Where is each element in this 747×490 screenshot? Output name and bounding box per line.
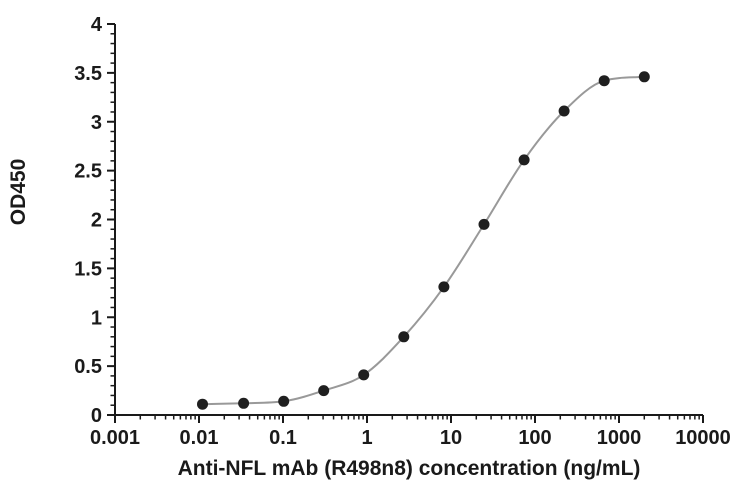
- x-axis-label: Anti-NFL mAb (R498n8) concentration (ng/…: [178, 457, 641, 480]
- x-tick-label: 10: [440, 427, 462, 449]
- x-tick-label: 100: [518, 427, 551, 449]
- x-tick-label: 1000: [597, 427, 642, 449]
- y-tick-label: 1: [91, 307, 102, 329]
- data-point-marker: [238, 397, 250, 409]
- y-tick-label: 2.5: [74, 161, 102, 183]
- y-tick-label: 0: [91, 405, 102, 427]
- y-tick-label: 4: [91, 14, 103, 36]
- dose-response-curve: [201, 75, 646, 406]
- axis-tick-labels: 0 0.5 1 1.5 2 2.5 3 3.5 4 0.001 0.01 0.1 1 10 100 1000 1…: [74, 14, 731, 449]
- y-tick-label: 1.5: [74, 258, 102, 280]
- y-tick-label: 2: [91, 210, 102, 232]
- y-axis-label: OD450: [7, 159, 30, 226]
- data-points: [197, 71, 650, 410]
- axes: [114, 24, 703, 416]
- data-point-marker: [478, 218, 490, 230]
- data-point-marker: [398, 331, 410, 343]
- x-tick-label: 10000: [675, 427, 731, 449]
- x-tick-label: 0.01: [180, 427, 219, 449]
- x-tick-label: 0.001: [90, 427, 140, 449]
- data-point-marker: [598, 75, 610, 87]
- x-tick-label: 0.1: [269, 427, 297, 449]
- data-point-marker: [318, 385, 330, 397]
- data-point-marker: [278, 395, 290, 407]
- data-point-marker: [518, 154, 530, 166]
- data-point-marker: [638, 71, 650, 83]
- series-curve: [201, 75, 646, 406]
- y-tick-label: 3: [91, 112, 102, 134]
- axis-ticks: [107, 23, 704, 423]
- data-point-marker: [558, 105, 570, 117]
- y-tick-label: 3.5: [74, 63, 102, 85]
- x-tick-label: 1: [361, 427, 372, 449]
- data-point-marker: [197, 398, 208, 410]
- data-point-marker: [358, 369, 370, 381]
- data-point-marker: [438, 281, 450, 293]
- y-tick-label: 0.5: [74, 356, 102, 378]
